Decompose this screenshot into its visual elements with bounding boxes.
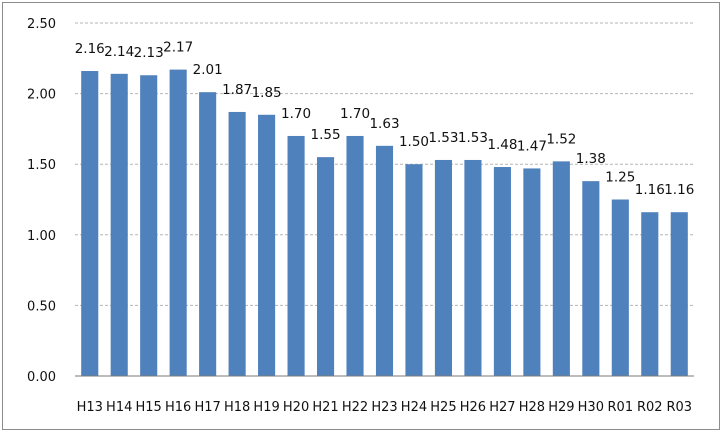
- bar: [611, 199, 629, 376]
- data-label: 2.16: [75, 41, 105, 57]
- bars: [81, 69, 688, 377]
- data-label: 1.52: [546, 131, 576, 147]
- data-label: 1.16: [664, 182, 694, 198]
- data-label: 1.16: [635, 182, 665, 198]
- bar: [523, 168, 541, 376]
- y-axis-ticks: 0.00 0.50 1.00 1.50 2.00 2.50: [27, 17, 56, 385]
- bar: [552, 161, 570, 376]
- data-label: 1.85: [252, 85, 282, 101]
- x-tick-label: H16: [165, 400, 191, 415]
- x-tick-label: H17: [194, 400, 220, 415]
- x-tick-label: H25: [430, 400, 456, 415]
- data-label: 2.17: [163, 40, 193, 56]
- x-tick-label: R03: [666, 400, 692, 415]
- data-label: 1.70: [340, 106, 370, 122]
- x-tick-label: H28: [519, 400, 545, 415]
- bar: [169, 69, 187, 376]
- x-tick-label: H14: [106, 400, 132, 415]
- data-label: 2.13: [134, 45, 164, 61]
- bar: [641, 212, 659, 376]
- data-label: 1.25: [605, 170, 635, 186]
- bar: [670, 212, 688, 376]
- bar: [405, 164, 423, 376]
- y-tick-label: 0.00: [27, 370, 56, 385]
- bar: [228, 111, 246, 377]
- bar: [375, 145, 394, 376]
- x-tick-label: H23: [371, 400, 397, 415]
- bar: [110, 73, 128, 376]
- data-label: 1.50: [399, 134, 429, 150]
- y-tick-label: 1.00: [27, 229, 56, 244]
- bar: [346, 135, 364, 376]
- bar: [464, 159, 482, 376]
- x-tick-label: H29: [548, 400, 574, 415]
- data-label: 1.87: [222, 82, 252, 98]
- bar: [493, 167, 511, 376]
- data-label: 1.53: [428, 130, 458, 146]
- x-tick-label: H15: [136, 400, 162, 415]
- y-tick-label: 2.50: [27, 17, 56, 32]
- y-tick-label: 1.50: [27, 158, 56, 173]
- bar: [316, 157, 335, 376]
- x-tick-label: H13: [77, 400, 103, 415]
- data-label: 1.55: [311, 127, 341, 143]
- x-tick-label: H18: [224, 400, 250, 415]
- x-tick-label: R01: [608, 400, 634, 415]
- data-label: 1.53: [458, 130, 488, 146]
- bar: [199, 92, 217, 377]
- data-label: 1.38: [576, 151, 606, 167]
- x-axis-ticks: H13 H14 H15 H16 H17 H18 H19 H20 H21 H22 H23 H24 H25 H…: [77, 400, 692, 415]
- x-tick-label: H21: [312, 400, 338, 415]
- data-label: 2.14: [104, 44, 134, 60]
- data-label: 1.70: [281, 106, 311, 122]
- y-tick-label: 0.50: [27, 299, 56, 314]
- data-label: 1.48: [487, 137, 517, 153]
- data-label: 2.01: [193, 62, 223, 78]
- y-tick-label: 2.00: [27, 88, 56, 103]
- data-label: 1.47: [517, 138, 547, 154]
- bar: [140, 75, 158, 376]
- data-labels: 2.16 2.14 2.13 2.172.011.87 1.851.701.551.70…: [75, 40, 695, 199]
- x-tick-label: H19: [253, 400, 279, 415]
- data-label: 1.63: [369, 116, 399, 132]
- x-tick-label: H24: [401, 400, 427, 415]
- x-tick-label: H22: [342, 400, 368, 415]
- x-tick-label: H20: [283, 400, 309, 415]
- bar: [434, 159, 453, 376]
- bar: [582, 181, 600, 376]
- bar: [287, 135, 305, 376]
- x-tick-label: H30: [578, 400, 604, 415]
- x-tick-label: H26: [460, 400, 486, 415]
- x-tick-label: R02: [637, 400, 663, 415]
- bar: [81, 71, 99, 377]
- x-tick-label: H27: [489, 400, 515, 415]
- bar: [258, 114, 276, 376]
